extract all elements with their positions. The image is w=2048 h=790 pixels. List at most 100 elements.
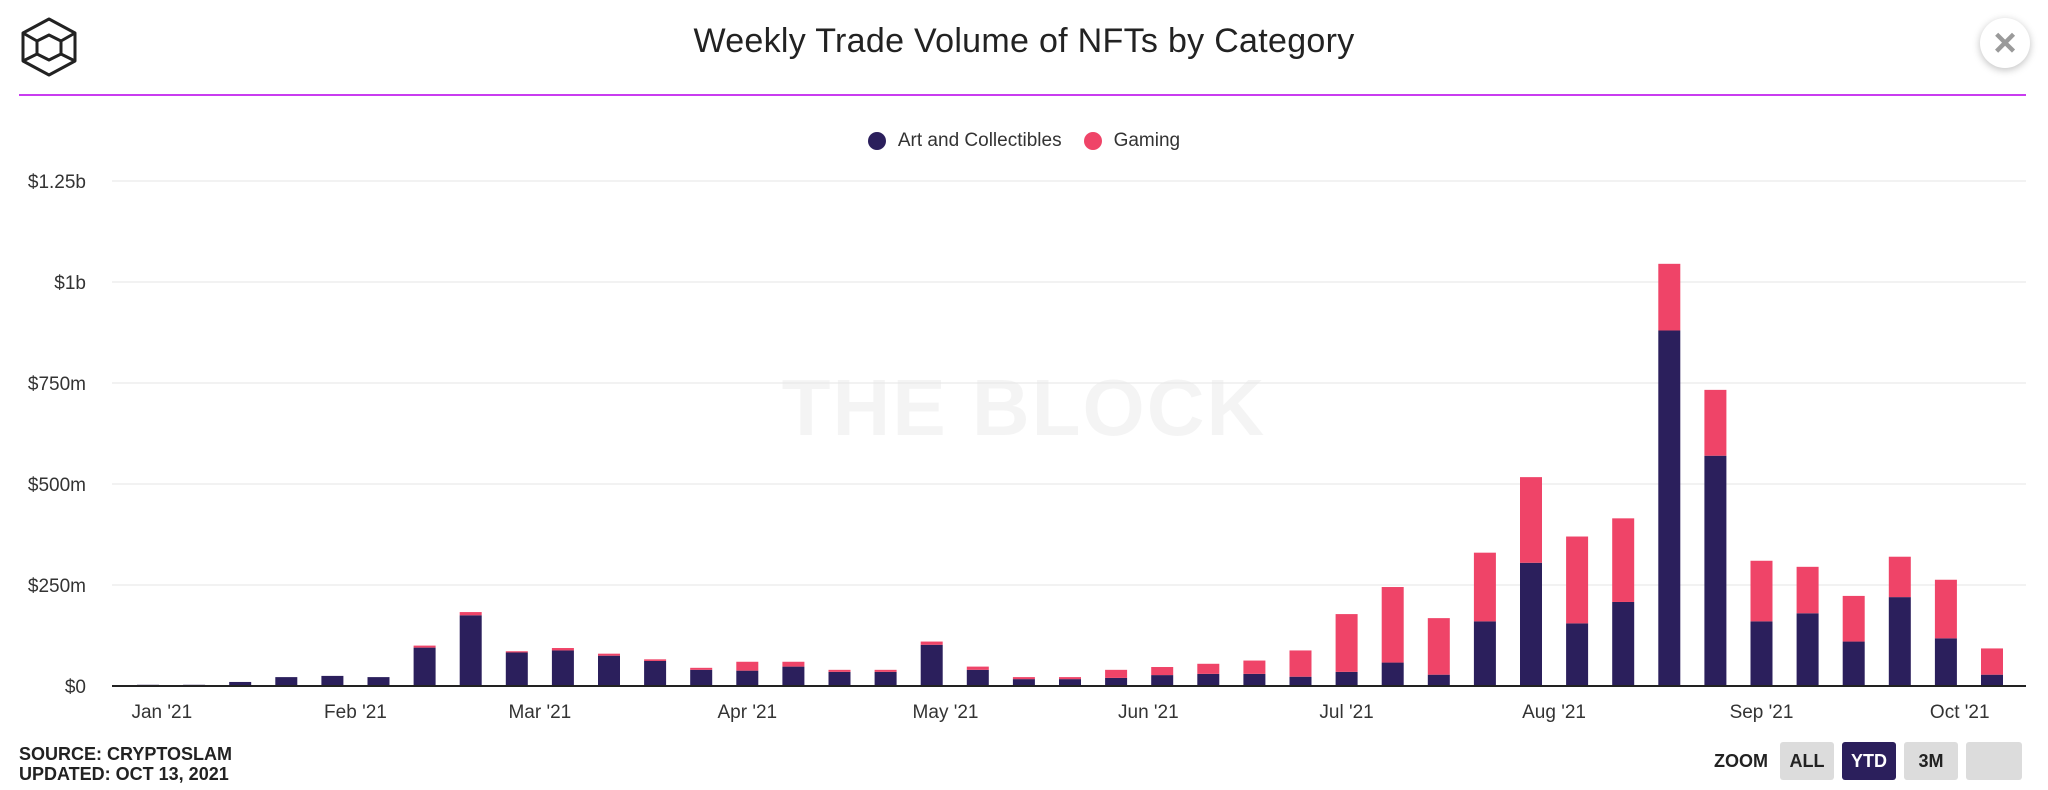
bar-gaming	[966, 666, 989, 670]
bar-art	[1289, 676, 1312, 686]
bar-gaming	[1796, 566, 1819, 614]
y-tick-label: $0	[65, 677, 86, 698]
bar-gaming	[1289, 650, 1312, 677]
bar-gaming	[1243, 660, 1266, 674]
bar-gaming	[1059, 677, 1081, 680]
x-tick-label: May '21	[913, 702, 979, 723]
bar-gaming	[1197, 663, 1220, 674]
bar-art	[920, 644, 943, 686]
bar-gaming	[1704, 389, 1727, 456]
bar-art	[1704, 455, 1727, 686]
bar-art	[1105, 677, 1128, 686]
bar-gaming	[1012, 677, 1035, 680]
legend-item-art[interactable]: Art and Collectibles	[867, 130, 1062, 152]
bar-art	[1151, 675, 1174, 686]
y-tick-label: $250m	[28, 576, 86, 597]
bar-art	[505, 652, 528, 686]
bar-gaming	[1750, 560, 1773, 622]
bar-gaming	[644, 659, 667, 661]
bar-gaming	[1105, 669, 1128, 678]
x-tick-label: Feb '21	[324, 702, 387, 723]
x-tick-label: Jun '21	[1118, 702, 1179, 723]
bar-art	[874, 671, 897, 686]
bar-art	[229, 681, 252, 686]
bar-gaming	[505, 651, 528, 653]
updated-text: UPDATED: OCT 13, 2021	[19, 764, 229, 784]
legend-item-gaming[interactable]: Gaming	[1083, 130, 1181, 152]
legend-dot-gaming-icon	[1083, 132, 1102, 150]
bar-gaming	[1473, 552, 1496, 622]
chart-legend: Art and Collectibles Gaming	[0, 130, 2048, 152]
zoom-3m-button[interactable]: 3M	[1904, 742, 1958, 780]
close-button[interactable]: ×	[1980, 18, 2030, 68]
zoom-ytd-button[interactable]: YTD	[1842, 742, 1896, 780]
bar-gaming	[1151, 667, 1174, 676]
y-tick-label: $500m	[28, 475, 86, 496]
bar-art	[736, 670, 759, 686]
bar-gaming	[690, 667, 713, 670]
the-block-logo-icon	[21, 17, 77, 77]
close-icon: ×	[1993, 21, 2017, 65]
bar-gaming	[1566, 536, 1589, 624]
zoom-controls: ZOOM ALL YTD 3M	[1714, 742, 2022, 780]
bar-art	[690, 669, 713, 686]
bar-art	[966, 669, 989, 686]
bar-art	[1566, 623, 1589, 686]
bar-art	[598, 655, 620, 686]
bar-art	[1612, 601, 1635, 686]
bar-art	[1243, 673, 1266, 686]
bar-art	[1012, 679, 1035, 686]
bar-art	[1197, 673, 1220, 686]
bar-art	[1934, 638, 1957, 686]
y-tick-label: $750m	[28, 374, 86, 395]
bar-art	[1473, 621, 1496, 686]
bar-art	[551, 650, 574, 686]
bar-art	[1842, 641, 1865, 686]
source-text: SOURCE: CRYPTOSLAM	[19, 744, 233, 764]
bar-gaming	[1612, 518, 1635, 602]
bar-art	[367, 677, 390, 686]
bar-gaming	[598, 653, 620, 656]
title-divider	[19, 94, 2026, 96]
bar-art	[1427, 674, 1450, 686]
bar-art	[1750, 621, 1773, 686]
bar-art	[1335, 671, 1358, 686]
bar-art	[1796, 613, 1819, 686]
bar-gaming	[736, 661, 759, 671]
bar-gaming	[1842, 595, 1865, 642]
bar-art	[413, 647, 436, 686]
zoom-extra-button[interactable]	[1966, 742, 2022, 780]
bar-art	[1520, 562, 1542, 686]
bar-gaming	[920, 641, 943, 645]
x-tick-label: Aug '21	[1522, 702, 1586, 723]
bar-art	[828, 671, 851, 686]
legend-label-art: Art and Collectibles	[897, 130, 1062, 151]
bar-gaming	[1658, 263, 1681, 331]
bar-gaming	[1335, 614, 1358, 672]
bar-art	[1888, 597, 1911, 686]
bar-art	[1059, 679, 1081, 686]
bar-art	[459, 615, 482, 686]
bar-art	[275, 677, 298, 686]
bar-gaming	[874, 669, 897, 672]
bar-gaming	[1381, 587, 1404, 663]
bar-art	[644, 660, 667, 686]
legend-dot-art-icon	[867, 132, 886, 150]
bar-art	[1381, 662, 1404, 686]
bar-gaming	[782, 661, 805, 667]
legend-label-gaming: Gaming	[1113, 130, 1181, 151]
zoom-label: ZOOM	[1714, 750, 1768, 771]
bar-gaming	[1520, 477, 1542, 563]
bar-art	[1658, 330, 1681, 686]
bar-art	[1981, 674, 2003, 686]
bar-gaming	[1427, 618, 1450, 675]
x-tick-label: Jul '21	[1319, 702, 1373, 723]
x-tick-label: Apr '21	[717, 702, 777, 723]
bar-art	[782, 666, 805, 686]
bar-gaming	[1888, 556, 1911, 598]
y-tick-label: $1b	[54, 273, 86, 294]
zoom-all-button[interactable]: ALL	[1780, 742, 1834, 780]
bar-art	[321, 675, 344, 686]
bar-gaming	[413, 645, 436, 648]
x-tick-label: Jan '21	[131, 702, 192, 723]
